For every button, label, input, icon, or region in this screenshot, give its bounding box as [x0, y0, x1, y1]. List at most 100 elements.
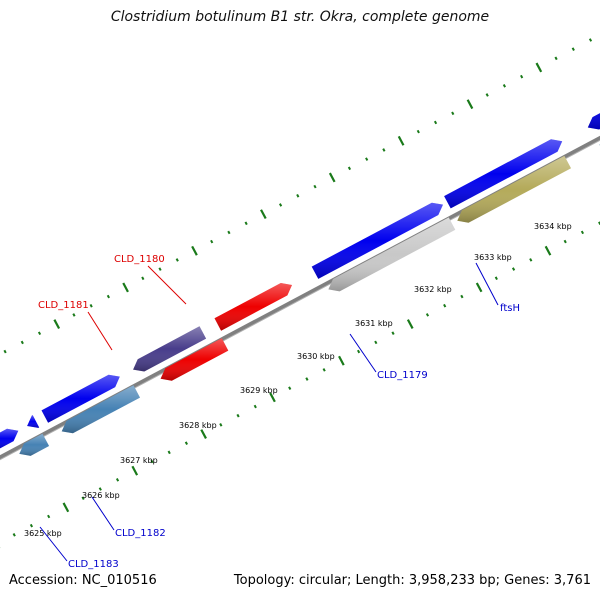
outer-ring-minor-tick — [313, 184, 317, 189]
inner-ring-minor-tick — [115, 478, 120, 482]
backbone-line — [0, 135, 600, 460]
outer-ring-major-tick — [122, 282, 129, 293]
scale-label-8: 3633 kbp — [474, 253, 512, 262]
scale-label-0: 3625 kbp — [24, 529, 62, 538]
inner-ring-minor-tick — [29, 523, 34, 528]
inner-ring-major-tick — [338, 355, 345, 366]
inner-ring-minor-tick — [374, 340, 378, 345]
gene-ftsh-arrow-shade — [457, 155, 571, 223]
gene-cld-1181-red-arrow-shade — [160, 338, 229, 381]
outer-ring-minor-tick — [485, 93, 489, 97]
inner-ring-minor-tick — [12, 533, 16, 537]
outer-ring-major-tick — [535, 62, 543, 73]
inner-ring-minor-tick — [253, 404, 257, 409]
outer-ring-minor-tick — [416, 129, 420, 134]
inner-ring-minor-tick — [460, 294, 464, 299]
gene-cld-1181-arrow-shade — [133, 326, 207, 372]
inner-ring-major-tick — [200, 429, 207, 439]
accession-label: Accession: NC_010516 — [9, 573, 157, 588]
gene-cld-1180-arrow-shade — [214, 283, 292, 331]
gene-ftsh-upstream-arrow-shade — [444, 139, 563, 209]
gene-label-4: CLD_1182 — [115, 528, 166, 539]
inner-ring-minor-tick — [305, 377, 309, 381]
outer-ring-minor-tick — [244, 221, 248, 226]
scale-label-4: 3629 kbp — [240, 386, 278, 395]
outer-ring-minor-tick — [588, 38, 593, 42]
inner-ring-minor-tick — [580, 230, 585, 235]
inner-ring-minor-tick — [47, 514, 51, 519]
scale-label-5: 3630 kbp — [297, 352, 335, 361]
inner-ring-minor-tick — [391, 331, 395, 335]
inner-ring-minor-tick — [236, 413, 240, 418]
inner-ring-major-tick — [406, 319, 414, 329]
inner-ring-minor-tick — [443, 303, 447, 308]
inner-ring-major-tick — [62, 502, 70, 513]
inner-ring-major-tick — [131, 465, 139, 476]
inner-ring-minor-tick — [357, 349, 361, 354]
gene-cld-1179-arrow-shade — [328, 217, 456, 292]
gene-label-5: CLD_1183 — [68, 559, 119, 570]
genome-summary-label: Topology: circular; Length: 3,958,233 bp… — [233, 573, 591, 588]
inner-ring-major-tick — [475, 282, 483, 293]
gene-label-leader-5 — [39, 526, 68, 562]
gene-label-2: CLD_1179 — [377, 370, 428, 381]
gene-small-forward-arrow-shade — [27, 415, 40, 428]
inner-ring-minor-tick — [81, 496, 85, 500]
gene-forward-long-arrow-shade — [311, 202, 443, 279]
outer-ring-minor-tick — [89, 303, 93, 308]
gene-features — [0, 113, 600, 456]
scale-label-2: 3627 kbp — [120, 456, 158, 465]
backbone-highlight — [0, 139, 600, 461]
gene-label-leader-4 — [91, 496, 115, 531]
outer-ring-major-tick — [260, 209, 267, 220]
inner-ring-minor-tick — [529, 258, 533, 262]
gene-cld-1182-arrow-shade — [61, 385, 141, 434]
inner-ring-minor-tick — [150, 459, 154, 464]
outer-ring-minor-tick — [20, 340, 24, 345]
genome-backbone — [0, 135, 600, 461]
outer-ring-minor-tick — [571, 47, 575, 51]
outer-ring-minor-tick — [451, 111, 455, 116]
scale-label-6: 3631 kbp — [355, 319, 393, 328]
outer-ring-minor-tick — [72, 313, 76, 317]
outer-ring-minor-tick — [141, 276, 145, 281]
gene-label-leader-2 — [349, 333, 377, 373]
gene-label-leader-3 — [475, 262, 499, 306]
inner-ring-minor-tick — [184, 441, 188, 445]
gene-label-leader-1 — [87, 311, 113, 351]
scale-label-9: 3634 kbp — [534, 222, 572, 231]
gene-label-leader-0 — [147, 265, 187, 305]
outer-ring-minor-tick — [37, 331, 42, 336]
outer-ring-major-tick — [53, 319, 61, 330]
outer-ring-minor-tick — [175, 258, 179, 262]
outer-ring-minor-tick — [502, 84, 507, 88]
outer-ring-minor-tick — [296, 193, 300, 198]
inner-ring-minor-tick — [219, 423, 223, 427]
outer-ring-minor-tick — [227, 230, 231, 235]
outer-ring-minor-tick — [210, 239, 214, 244]
inner-ring-minor-tick — [494, 276, 498, 281]
outer-ring-major-tick — [191, 245, 198, 256]
scale-label-7: 3632 kbp — [414, 285, 452, 294]
tick-marks — [0, 38, 600, 549]
inner-ring-minor-tick — [167, 450, 171, 455]
gene-cld-1185-arrow-shade — [19, 433, 50, 456]
gene-cld-1184-arrow-shade — [0, 428, 19, 449]
inner-ring-minor-tick — [322, 368, 326, 372]
inner-ring-major-tick — [269, 392, 276, 403]
outer-ring-minor-tick — [158, 267, 162, 271]
outer-ring-minor-tick — [3, 349, 7, 354]
outer-ring-minor-tick — [433, 120, 438, 125]
inner-ring-minor-tick — [511, 267, 516, 271]
gene-label-3: ftsH — [500, 303, 520, 314]
labels: 3625 kbp 3626 kbp 3627 kbp 3628 kbp 3629 kbp… — [24, 222, 572, 570]
outer-ring-major-tick — [397, 135, 405, 146]
outer-ring-minor-tick — [347, 166, 352, 171]
outer-ring-minor-tick — [365, 157, 369, 161]
outer-ring-major-tick — [466, 99, 474, 110]
outer-ring-minor-tick — [554, 56, 558, 61]
inner-ring-minor-tick — [425, 313, 430, 317]
gene-label-0: CLD_1180 — [114, 254, 165, 265]
inner-ring-major-tick — [544, 245, 552, 256]
inner-ring-minor-tick — [288, 386, 292, 390]
